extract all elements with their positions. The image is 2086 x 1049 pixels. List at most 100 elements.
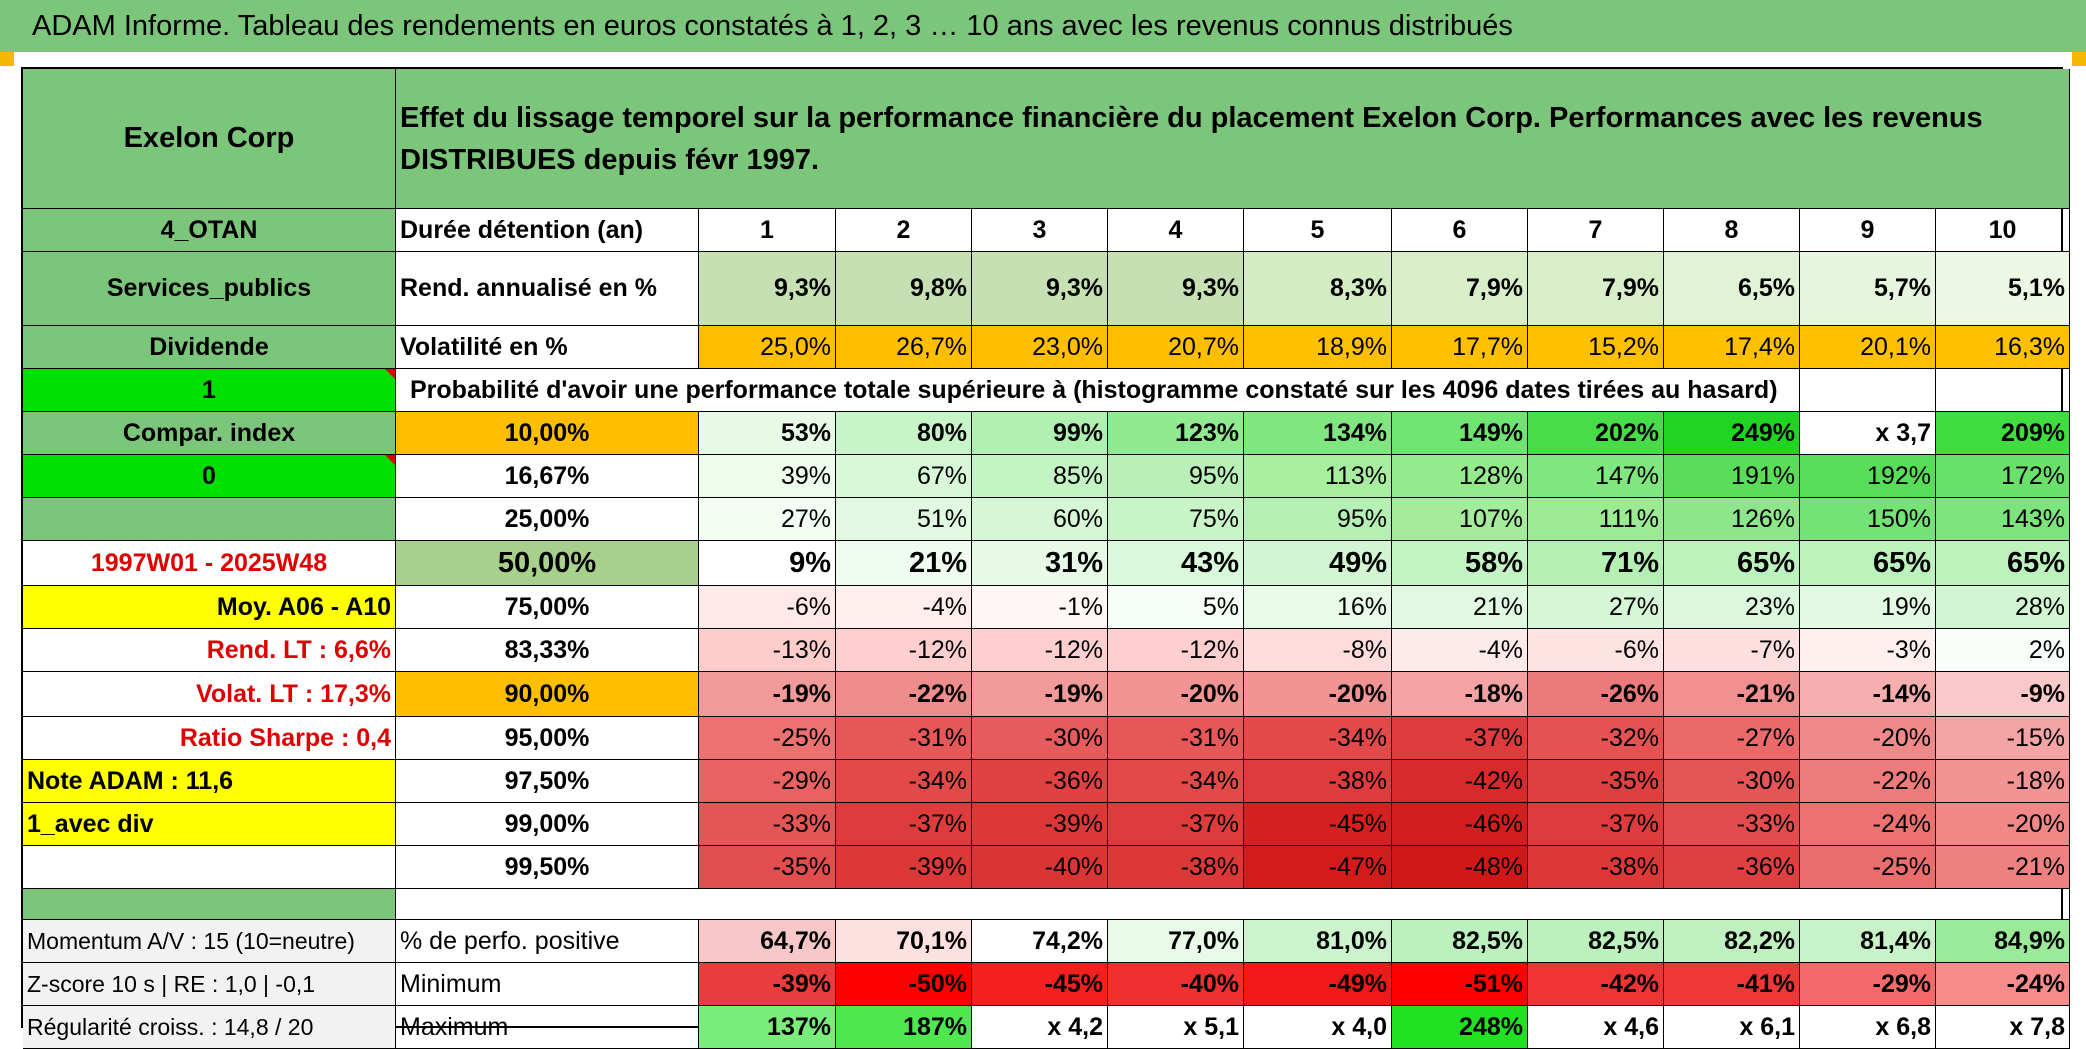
probability-threshold: 90,00%: [396, 672, 699, 717]
vol-value: 20,1%: [1800, 326, 1936, 369]
probability-value: 23%: [1664, 586, 1800, 629]
maximum-value: x 5,1: [1108, 1006, 1244, 1049]
empty-cell: [1800, 369, 1936, 412]
probability-value: 67%: [836, 455, 972, 498]
rend-value: 9,3%: [972, 252, 1108, 326]
probability-threshold: 75,00%: [396, 586, 699, 629]
probability-value: -20%: [1108, 672, 1244, 717]
probability-value: 126%: [1664, 498, 1800, 541]
positive-perf-value: 82,5%: [1528, 920, 1664, 963]
year-header: 4: [1108, 209, 1244, 252]
minimum-value: -29%: [1800, 963, 1936, 1006]
probability-value: -40%: [972, 846, 1108, 889]
probability-value: 2%: [1936, 629, 2070, 672]
probability-threshold: 99,00%: [396, 803, 699, 846]
positive-perf-value: 74,2%: [972, 920, 1108, 963]
probability-value: -25%: [699, 717, 836, 760]
probability-value: 19%: [1800, 586, 1936, 629]
probability-value: 134%: [1244, 412, 1392, 455]
probability-value: -31%: [1108, 717, 1244, 760]
momentum-label: Momentum A/V : 15 (10=neutre): [23, 920, 396, 963]
volat-lt-label: Volat. LT : 17,3%: [23, 672, 396, 717]
probability-value: 123%: [1108, 412, 1244, 455]
probability-value: 9%: [699, 541, 836, 586]
probability-value: -20%: [1244, 672, 1392, 717]
avec-div-label: 1_avec div: [23, 803, 396, 846]
probability-value: 58%: [1392, 541, 1528, 586]
probability-value: 85%: [972, 455, 1108, 498]
probability-value: -35%: [1528, 760, 1664, 803]
vol-value: 25,0%: [699, 326, 836, 369]
probability-value: -37%: [1392, 717, 1528, 760]
minimum-value: -40%: [1108, 963, 1244, 1006]
probability-threshold: 50,00%: [396, 541, 699, 586]
dividend-label: Dividende: [23, 326, 396, 369]
probability-value: -12%: [1108, 629, 1244, 672]
probability-threshold: 83,33%: [396, 629, 699, 672]
probability-value: -38%: [1108, 846, 1244, 889]
probability-value: 202%: [1528, 412, 1664, 455]
probability-threshold: 97,50%: [396, 760, 699, 803]
rend-value: 6,5%: [1664, 252, 1800, 326]
sharpe-label: Ratio Sharpe : 0,4: [23, 717, 396, 760]
rend-value: 7,9%: [1528, 252, 1664, 326]
probability-value: -36%: [1664, 846, 1800, 889]
empty-cell: [1936, 369, 2070, 412]
probability-value: 172%: [1936, 455, 2070, 498]
positive-perf-value: 81,4%: [1800, 920, 1936, 963]
year-header: 7: [1528, 209, 1664, 252]
probability-value: 65%: [1800, 541, 1936, 586]
year-header: 9: [1800, 209, 1936, 252]
year-header: 2: [836, 209, 972, 252]
probability-value: 249%: [1664, 412, 1800, 455]
rend-value: 8,3%: [1244, 252, 1392, 326]
report-title: ADAM Informe. Tableau des rendements en …: [0, 0, 2086, 52]
probability-value: -34%: [1108, 760, 1244, 803]
probability-value: 5%: [1108, 586, 1244, 629]
note-adam-label: Note ADAM : 11,6: [23, 760, 396, 803]
probability-value: 95%: [1108, 455, 1244, 498]
rend-value: 9,3%: [1108, 252, 1244, 326]
spacer-green: [23, 889, 396, 920]
probability-value: 147%: [1528, 455, 1664, 498]
vol-value: 15,2%: [1528, 326, 1664, 369]
maximum-value: 187%: [836, 1006, 972, 1049]
probability-threshold: 25,00%: [396, 498, 699, 541]
probability-value: -29%: [699, 760, 836, 803]
probability-value: -26%: [1528, 672, 1664, 717]
probability-value: -6%: [1528, 629, 1664, 672]
probability-value: -12%: [836, 629, 972, 672]
rend-value: 7,9%: [1392, 252, 1528, 326]
probability-value: -24%: [1800, 803, 1936, 846]
probability-value: -19%: [972, 672, 1108, 717]
moy-label: Moy. A06 - A10: [23, 586, 396, 629]
probability-value: 95%: [1244, 498, 1392, 541]
table-header-text: Effet du lissage temporel sur la perform…: [396, 69, 2070, 209]
probability-value: 27%: [1528, 586, 1664, 629]
probability-value: 149%: [1392, 412, 1528, 455]
vol-value: 26,7%: [836, 326, 972, 369]
probability-value: -42%: [1392, 760, 1528, 803]
spacer-blank: [396, 889, 2070, 920]
probability-value: -20%: [1936, 803, 2070, 846]
probability-value: 39%: [699, 455, 836, 498]
rend-value: 5,7%: [1800, 252, 1936, 326]
probability-value: 80%: [836, 412, 972, 455]
rend-label: Rend. annualisé en %: [396, 252, 699, 326]
minimum-label: Minimum: [396, 963, 699, 1006]
performance-table: Exelon Corp Effet du lissage temporel sur…: [21, 67, 2070, 1049]
option-index-input[interactable]: 0: [23, 455, 396, 498]
rend-value: 9,3%: [699, 252, 836, 326]
year-header: 5: [1244, 209, 1392, 252]
probability-value: -1%: [972, 586, 1108, 629]
probability-value: 113%: [1244, 455, 1392, 498]
probability-value: -37%: [836, 803, 972, 846]
probability-value: 71%: [1528, 541, 1664, 586]
probability-value: -37%: [1528, 803, 1664, 846]
zscore-label: Z-score 10 s | RE : 1,0 | -0,1: [23, 963, 396, 1006]
option-dividend-input[interactable]: 1: [23, 369, 396, 412]
probability-value: -9%: [1936, 672, 2070, 717]
rend-value: 5,1%: [1936, 252, 2070, 326]
maximum-value: x 6,8: [1800, 1006, 1936, 1049]
probability-value: -38%: [1244, 760, 1392, 803]
